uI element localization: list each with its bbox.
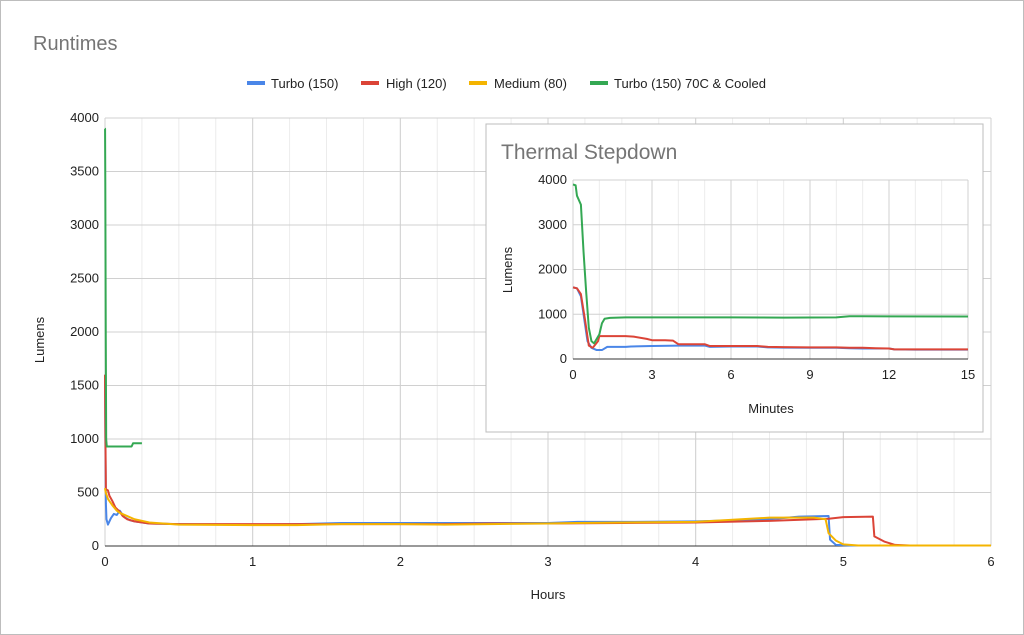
inset-x-tick-label: 12 — [882, 367, 896, 382]
main-y-tick-label: 500 — [77, 485, 99, 500]
main-x-tick-label: 1 — [249, 554, 256, 569]
main-x-tick-label: 0 — [101, 554, 108, 569]
inset-panel — [485, 123, 984, 433]
legend-item[interactable]: High (120) — [361, 76, 447, 91]
main-x-tick-label: 5 — [840, 554, 847, 569]
inset-y-tick-label: 2000 — [538, 262, 567, 277]
legend-label: High (120) — [386, 76, 447, 91]
main-y-tick-label: 4000 — [70, 110, 99, 125]
legend-label: Turbo (150) — [271, 76, 338, 91]
legend-swatch — [469, 81, 487, 85]
main-x-axis-label: Hours — [531, 587, 566, 602]
inset-y-tick-label: 1000 — [538, 306, 567, 321]
inset-chart: Thermal Stepdown 0 3 6 9 12 15 0 1000 2000 3000 40… — [485, 123, 984, 433]
legend-item[interactable]: Turbo (150) 70C & Cooled — [590, 76, 766, 91]
main-x-tick-label: 6 — [987, 554, 994, 569]
inset-tick-labels: 0 3 6 9 12 15 0 1000 2000 3000 4000 — [538, 172, 975, 382]
inset-x-tick-label: 3 — [648, 367, 655, 382]
inset-series-lines — [572, 183, 969, 352]
inset-y-axis-label: Lumens — [500, 246, 515, 293]
main-series-line — [104, 488, 991, 547]
inset-y-tick-label: 4000 — [538, 172, 567, 187]
main-x-tick-label: 4 — [692, 554, 699, 569]
main-y-tick-label: 2500 — [70, 271, 99, 286]
main-y-tick-label: 1000 — [70, 431, 99, 446]
legend-swatch — [361, 81, 379, 85]
main-x-tick-label: 3 — [544, 554, 551, 569]
main-y-tick-label: 3500 — [70, 164, 99, 179]
main-y-tick-label: 1500 — [70, 378, 99, 393]
main-x-tick-label: 2 — [397, 554, 404, 569]
legend-item[interactable]: Turbo (150) — [247, 76, 338, 91]
main-y-tick-label: 0 — [92, 538, 99, 553]
inset-series-line — [572, 286, 968, 351]
inset-x-tick-label: 0 — [569, 367, 576, 382]
main-y-axis-label: Lumens — [32, 316, 47, 363]
inset-gridlines — [572, 179, 969, 360]
legend-swatch — [247, 81, 265, 85]
legend: Turbo (150) High (120) Medium (80) Turbo… — [247, 76, 766, 91]
inset-x-tick-label: 9 — [806, 367, 813, 382]
legend-swatch — [590, 81, 608, 85]
inset-chart-title: Thermal Stepdown — [501, 141, 677, 164]
legend-label: Turbo (150) 70C & Cooled — [614, 76, 766, 91]
inset-x-axis-label: Minutes — [748, 401, 794, 416]
main-series-line — [104, 127, 142, 448]
legend-item[interactable]: Medium (80) — [469, 76, 567, 91]
inset-y-tick-label: 0 — [560, 351, 567, 366]
main-y-tick-label: 3000 — [70, 217, 99, 232]
main-chart-title: Runtimes — [33, 33, 117, 55]
main-y-tick-label: 2000 — [70, 324, 99, 339]
main-series-lines — [104, 127, 991, 547]
inset-x-tick-label: 6 — [727, 367, 734, 382]
inset-y-tick-label: 3000 — [538, 217, 567, 232]
inset-x-tick-label: 15 — [961, 367, 975, 382]
legend-label: Medium (80) — [494, 76, 567, 91]
inset-series-line — [572, 183, 969, 345]
